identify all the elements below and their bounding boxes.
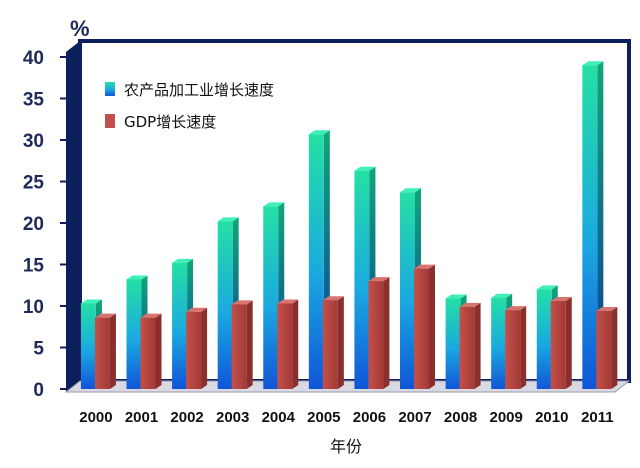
bar-series-1: [217, 221, 233, 389]
bar-series-1-top: [126, 275, 148, 280]
x-tick-label: 2009: [489, 409, 522, 426]
bar-series-2-top: [140, 313, 162, 318]
bar-series-1: [263, 206, 279, 389]
bar-series-2-top: [459, 302, 481, 307]
bar-series-2-top: [231, 300, 253, 305]
bar-series-2: [277, 303, 293, 389]
bar-series-2-side: [109, 313, 116, 389]
bar-series-2: [368, 281, 384, 389]
bar-series-2-side: [337, 296, 344, 389]
bar-series-2: [231, 304, 247, 389]
bar-series-2-side: [520, 306, 527, 389]
plot-frame-left-side: [66, 41, 80, 392]
y-tick-label: 20: [23, 214, 44, 235]
bar-series-2: [186, 311, 202, 389]
bar-series-2: [140, 317, 156, 389]
bar-series-2: [94, 317, 110, 389]
bar-series-1-top: [491, 293, 513, 298]
bar-series-1: [536, 289, 552, 389]
bar-series-1-top: [445, 294, 467, 299]
bar-series-1: [491, 297, 507, 389]
bar-series-2-side: [429, 264, 436, 389]
bar-series-1-top: [308, 130, 330, 135]
bar-series-1-top: [582, 61, 604, 66]
bar-series-1-top: [354, 166, 376, 171]
y-tick-label: 5: [33, 339, 44, 360]
bar-series-1-side: [597, 61, 604, 390]
x-tick-label: 2001: [125, 409, 158, 426]
y-axis: 0 5 10 15 20 25 30 35 40: [23, 48, 66, 401]
bar-series-1: [445, 298, 461, 389]
bar-series-1-top: [536, 285, 558, 290]
x-tick-label: 2000: [79, 409, 112, 426]
x-tick-label: 2010: [535, 409, 568, 426]
bar-series-1: [126, 279, 142, 389]
legend-label-series-1: 农产品加工业增长速度: [124, 81, 274, 99]
bar-series-1: [582, 65, 598, 390]
bar-series-2-side: [292, 299, 299, 389]
x-tick-label: 2002: [170, 409, 203, 426]
x-tick-label: 2004: [262, 409, 296, 426]
bar-series-1: [400, 192, 416, 389]
bar-series-1-top: [80, 299, 102, 304]
bar-series-2-top: [277, 299, 299, 304]
x-tick-label: 2007: [398, 409, 431, 426]
x-tick-label: 2008: [444, 409, 477, 426]
bar-series-2-side: [201, 307, 208, 389]
x-tick-label: 2005: [307, 409, 340, 426]
bar-series-2-top: [414, 264, 436, 269]
bar-series-2-top: [186, 307, 208, 312]
bar-series-2: [459, 306, 475, 389]
y-tick-label: 10: [23, 297, 44, 318]
bar-series-2: [322, 300, 338, 389]
x-axis: 2000 2001 2002 2003 2004 2005 2006 2007 2008 2009…: [79, 409, 613, 426]
y-tick-label: 40: [23, 48, 44, 69]
bar-series-2-top: [368, 277, 390, 282]
bar-series-2-top: [322, 296, 344, 301]
x-tick-label: 2006: [353, 409, 386, 426]
bar-series-1: [354, 170, 370, 389]
x-axis-title: 年份: [330, 437, 362, 456]
y-tick-label: 0: [33, 380, 44, 401]
unit-label: %: [70, 16, 90, 41]
bar-series-2-side: [246, 300, 253, 389]
bar-series-2-side: [611, 306, 618, 389]
bar-series-2: [550, 301, 566, 389]
bar-series-2-side: [155, 313, 162, 389]
bar-series-2-top: [596, 306, 618, 311]
bar-series-1: [308, 134, 324, 389]
bar-series-1-top: [400, 188, 422, 193]
bars-group: [80, 61, 618, 390]
legend-swatch-series-1: [105, 82, 115, 96]
legend-label-series-2: GDP增长速度: [124, 113, 216, 131]
bar-series-2: [596, 310, 612, 389]
y-tick-label: 15: [23, 256, 45, 277]
bar-series-1-top: [172, 258, 194, 263]
bar-series-1: [80, 303, 96, 389]
x-tick-label: 2003: [216, 409, 249, 426]
y-tick-label: 25: [23, 173, 45, 194]
y-tick-label: 30: [23, 131, 44, 152]
bar-series-2-top: [94, 313, 116, 318]
bar-series-2: [414, 268, 430, 389]
bar-series-2-side: [474, 302, 481, 389]
x-tick-label: 2011: [581, 409, 614, 426]
y-tick-label: 35: [23, 90, 45, 111]
bar-series-1-top: [217, 217, 239, 222]
bar-series-2-top: [550, 297, 572, 302]
bar-series-1: [172, 262, 188, 389]
bar-series-1-top: [263, 202, 285, 207]
bar-series-2-side: [383, 277, 390, 389]
bar-series-2-top: [505, 306, 527, 311]
legend: 农产品加工业增长速度 GDP增长速度: [105, 81, 274, 131]
bar-series-2-side: [565, 297, 572, 389]
bar-series-2: [505, 310, 521, 389]
legend-swatch-series-2: [105, 114, 115, 128]
